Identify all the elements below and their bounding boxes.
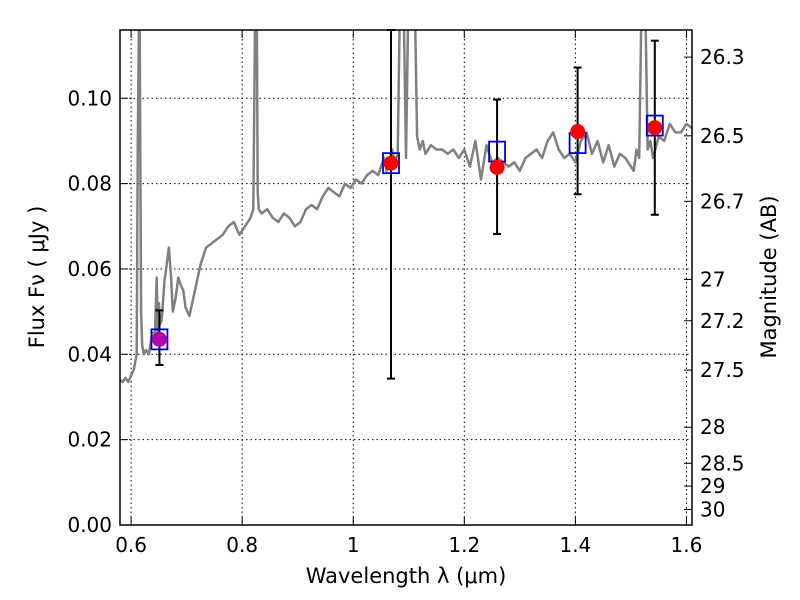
y-tick-label: 0.08 <box>67 172 112 196</box>
grid-lines <box>120 30 692 525</box>
x-tick-label: 1 <box>347 533 360 557</box>
observed-point <box>647 120 663 136</box>
plot-frame <box>119 29 693 526</box>
mag-tick-label: 26.7 <box>700 189 745 213</box>
model-spectrum <box>120 30 692 384</box>
x-tick-label: 1.6 <box>671 533 703 557</box>
observed-markers <box>151 120 663 347</box>
model-band-square <box>645 114 664 137</box>
x-tick-label: 0.6 <box>115 533 147 557</box>
y-tick-label: 0.02 <box>67 428 112 452</box>
y-tick-label: 0.04 <box>67 342 112 366</box>
mag-tick-label: 30 <box>700 498 725 522</box>
y-tick-label: 0.00 <box>67 513 112 537</box>
model-band-square <box>150 328 169 351</box>
mag-tick-label: 29 <box>700 474 725 498</box>
mag-tick-label: 28 <box>700 415 725 439</box>
mag-tick-label: 27.2 <box>700 309 745 333</box>
mag-tick-label: 28.5 <box>700 451 745 475</box>
mag-tick-label: 26.3 <box>700 45 745 69</box>
x-axis-title: Wavelength λ (μm) <box>306 564 507 588</box>
mag-tick-label: 26.5 <box>700 124 745 148</box>
axis-ticks: 0.6 0.8 1 1.2 1.4 1.6 0.00 0.02 0.04 0.06 0.08 0.10… <box>67 30 745 557</box>
model-band-square <box>382 152 400 175</box>
y-tick-label: 0.06 <box>67 257 112 281</box>
observed-point <box>489 159 505 175</box>
x-tick-label: 1.2 <box>448 533 480 557</box>
observed-point <box>151 331 167 347</box>
y-axis-title: Flux Fν ( μJy ) <box>25 206 49 349</box>
x-tick-label: 0.8 <box>226 533 258 557</box>
mag-tick-label: 27.5 <box>700 358 745 382</box>
right-y-axis-title: Magnitude (AB) <box>757 195 781 358</box>
observed-point <box>570 124 586 140</box>
observed-point <box>383 155 399 171</box>
mag-tick-label: 27 <box>700 267 725 291</box>
spectrum-line <box>120 30 692 384</box>
x-tick-label: 1.4 <box>559 533 591 557</box>
y-tick-label: 0.10 <box>67 86 112 110</box>
